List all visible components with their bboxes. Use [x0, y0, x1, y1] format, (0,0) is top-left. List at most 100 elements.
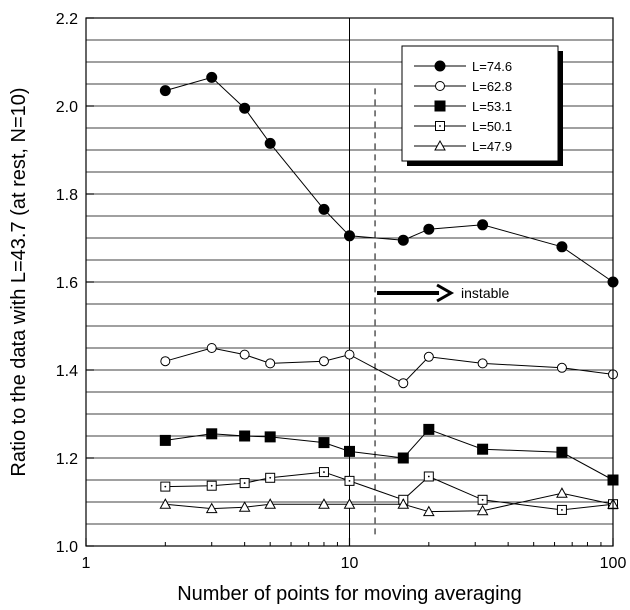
data-point: [206, 480, 217, 491]
data-point: [264, 431, 276, 443]
marker-dot: [210, 484, 213, 487]
data-point: [160, 481, 171, 492]
data-point: [423, 423, 435, 435]
marker-dot: [561, 509, 563, 511]
legend-item: L=50.1: [414, 119, 512, 134]
axis-ticks: 1.0 1.2 1.4 1.6 1.8 2.0 2.2 1 10 100: [56, 11, 627, 572]
reference-lines: [349, 18, 376, 546]
arrow-head: [436, 283, 455, 303]
legend-marker: [435, 121, 445, 131]
data-point: [318, 498, 330, 509]
data-point: [422, 505, 435, 517]
legend-item: L=53.1: [414, 99, 512, 114]
data-point: [556, 446, 568, 458]
series-line: [165, 492, 614, 513]
y-tick-label: 1.0: [56, 539, 78, 556]
x-tick-label: 100: [600, 555, 627, 572]
y-tick-label: 2.0: [56, 99, 78, 116]
y-tick-label: 1.8: [56, 187, 78, 204]
data-point: [264, 137, 276, 149]
x-axis-title: Number of points for moving averaging: [177, 583, 522, 605]
data-point: [344, 230, 355, 242]
legend-label: L=53.1: [472, 99, 512, 114]
data-point: [159, 498, 172, 509]
y-tick-label: 1.6: [56, 275, 78, 292]
legend-box: [401, 45, 559, 162]
y-tick-label: 1.2: [56, 451, 78, 468]
data-point: [423, 471, 434, 482]
data-point: [423, 351, 434, 362]
series-2: [159, 423, 619, 486]
marker-dot: [243, 482, 246, 484]
legend-marker: [434, 139, 446, 151]
x-tick-label: 10: [341, 555, 359, 572]
data-point: [477, 219, 489, 231]
y-tick-label: 1.4: [56, 363, 78, 380]
data-point: [344, 349, 355, 360]
legend-marker: [434, 60, 446, 72]
data-point: [397, 452, 409, 464]
data-point: [264, 498, 277, 509]
data-point: [318, 437, 330, 449]
data-point: [477, 443, 489, 455]
instable-annotation: instable: [377, 283, 510, 303]
y-axis-title: Ratio to the data with L=43.7 (at rest, …: [8, 87, 30, 476]
series-line: [165, 428, 614, 481]
data-point: [556, 362, 567, 373]
series-3: [160, 467, 618, 515]
marker-dot: [164, 485, 167, 488]
data-point: [344, 445, 355, 457]
data-point: [206, 71, 218, 83]
data-point: [318, 356, 329, 367]
data-point: [160, 356, 171, 367]
legend-marker: [434, 100, 446, 112]
data-point: [206, 428, 218, 440]
data-point: [398, 378, 409, 389]
legend: L=74.6 L=62.8 L=53.1 L=50.1 L=47.9: [401, 45, 563, 166]
data-point: [556, 487, 568, 498]
data-point: [344, 475, 355, 486]
data-point: [318, 203, 330, 215]
data-point: [205, 502, 218, 514]
data-point: [159, 434, 171, 446]
series-group: [159, 71, 619, 517]
legend-label: L=62.8: [472, 79, 512, 94]
data-point: [239, 430, 251, 442]
data-point: [556, 504, 567, 515]
data-point: [318, 467, 329, 478]
data-point: [477, 358, 488, 369]
marker-dot: [269, 476, 272, 479]
marker-dot: [439, 125, 441, 127]
legend-marker: [435, 81, 445, 91]
marker-dot: [481, 498, 484, 501]
x-tick-label: 1: [82, 555, 91, 572]
data-point: [265, 472, 276, 483]
marker-dot: [427, 475, 430, 478]
data-point: [397, 498, 410, 509]
annotation-group: instable: [377, 283, 510, 303]
legend-label: L=47.9: [472, 139, 512, 154]
marker-dot: [348, 479, 351, 482]
data-point: [239, 478, 250, 489]
legend-label: L=74.6: [472, 59, 512, 74]
y-tick-label: 2.2: [56, 11, 78, 28]
legend-label: L=50.1: [472, 119, 512, 134]
marker-dot: [323, 471, 325, 473]
annotation-text: instable: [461, 285, 509, 301]
data-point: [239, 349, 250, 360]
legend-item: L=62.8: [414, 79, 512, 94]
data-point: [239, 102, 251, 114]
data-point: [477, 494, 488, 505]
series-1: [160, 343, 618, 389]
data-point: [556, 241, 568, 253]
series-line: [165, 347, 614, 384]
data-point: [238, 501, 251, 512]
data-point: [343, 498, 356, 509]
data-point: [397, 234, 409, 246]
legend-item: L=74.6: [414, 59, 512, 74]
data-point: [476, 504, 489, 516]
series-0: [159, 71, 619, 288]
data-point: [206, 343, 217, 353]
data-point: [265, 358, 276, 369]
